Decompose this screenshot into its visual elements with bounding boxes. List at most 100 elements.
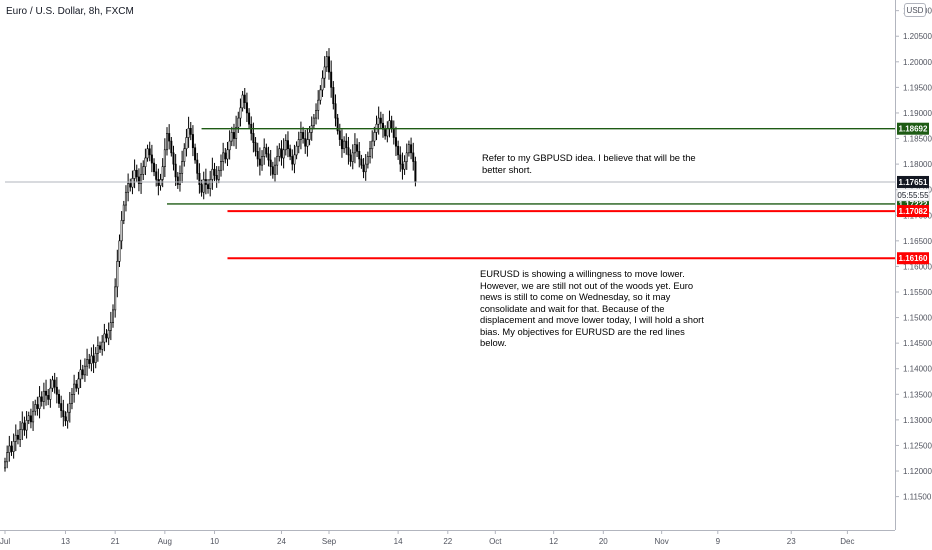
candle-body [131, 178, 134, 188]
candle-body [327, 56, 330, 73]
candle-body [8, 445, 11, 453]
candle-body [336, 117, 339, 132]
candle-body [252, 133, 255, 143]
candle-body [96, 345, 99, 354]
time-tick-label: 20 [599, 537, 608, 546]
candle-body [189, 128, 192, 135]
candle-body [394, 137, 397, 147]
candle-body [187, 128, 190, 138]
candle-body [174, 163, 177, 178]
candle-body [163, 149, 166, 167]
countdown-bg [896, 188, 930, 202]
candle-body [140, 174, 143, 184]
price-tick-label: 1.18500 [903, 135, 932, 144]
price-label: 1.18692 [899, 125, 928, 134]
candle-body [60, 403, 63, 411]
currency-badge[interactable]: USD [904, 3, 926, 17]
candle-body [137, 176, 140, 184]
candle-body [261, 156, 264, 166]
candle-body [362, 164, 365, 173]
candle-body [334, 103, 337, 119]
candle-body [271, 166, 274, 175]
time-tick-label: 13 [61, 537, 70, 546]
price-tick-label: 1.13000 [903, 416, 932, 425]
candle-body [269, 159, 272, 167]
candle-body [27, 415, 30, 421]
candle-body [23, 422, 26, 431]
candle-body [332, 87, 335, 105]
candle-body [276, 156, 279, 166]
candle-body [99, 345, 102, 350]
candle-body [29, 415, 32, 423]
candle-body [109, 322, 112, 331]
candle-body [14, 434, 17, 442]
candle-body [172, 152, 175, 165]
candle-body [347, 147, 350, 156]
candle-body [62, 410, 65, 418]
candle-body [32, 410, 35, 423]
candle-body [356, 144, 359, 152]
candle-body [235, 126, 238, 139]
candle-body [120, 220, 123, 242]
price-label: 1.17222 [899, 200, 928, 209]
candle-body [92, 355, 95, 363]
price-tick-label: 1.18000 [903, 160, 932, 169]
price-label: 1.17651 [899, 178, 928, 187]
candle-body [295, 145, 298, 156]
candle-body [217, 169, 220, 180]
candle-body [228, 140, 231, 151]
candle-body [282, 149, 285, 159]
candle-body [196, 159, 199, 174]
candle-body [47, 395, 50, 400]
candle-body [135, 169, 138, 178]
candle-body [36, 404, 39, 409]
candle-body [239, 107, 242, 119]
candle-body [170, 140, 173, 154]
candle-body [202, 179, 205, 193]
candle-body [103, 333, 106, 343]
candle-body [371, 140, 374, 150]
candle-body [209, 179, 212, 189]
candle-body [116, 261, 119, 288]
candle-body [12, 441, 15, 452]
candle-body [194, 147, 197, 161]
candle-body [258, 158, 261, 166]
candle-body [148, 148, 151, 156]
candle-body [215, 175, 218, 180]
candle-body [118, 240, 121, 262]
candle-body [57, 394, 60, 404]
candle-body [243, 94, 246, 104]
candle-body [254, 142, 257, 152]
candle-body [412, 152, 415, 162]
price-label-bg [897, 252, 929, 265]
candle-body [42, 390, 45, 402]
candle-body [38, 396, 41, 409]
candle-body [86, 359, 89, 367]
price-tick-label: 1.14000 [903, 365, 932, 374]
candle-body [21, 422, 24, 430]
candle-body [4, 461, 7, 469]
candle-body [66, 411, 69, 422]
candle-body [349, 154, 352, 162]
candle-body [340, 139, 343, 150]
candle-body [70, 394, 73, 404]
price-tick-label: 1.15500 [903, 288, 932, 297]
candle-body [399, 154, 402, 165]
candle-body [185, 137, 188, 150]
candle-body [10, 445, 13, 452]
price-tick-label: 1.16500 [903, 237, 932, 246]
price-tick-label: 1.19000 [903, 109, 932, 118]
time-tick-label: Oct [489, 537, 502, 546]
candle-body [317, 99, 320, 111]
candle-body [343, 140, 346, 150]
time-tick-label: 10 [210, 537, 219, 546]
time-tick-label: 21 [111, 537, 120, 546]
candle-body [286, 140, 289, 150]
candle-body [53, 379, 56, 388]
candle-body [73, 383, 76, 395]
candle-body [19, 429, 22, 440]
candle-body [353, 144, 356, 154]
candle-body [94, 353, 97, 363]
